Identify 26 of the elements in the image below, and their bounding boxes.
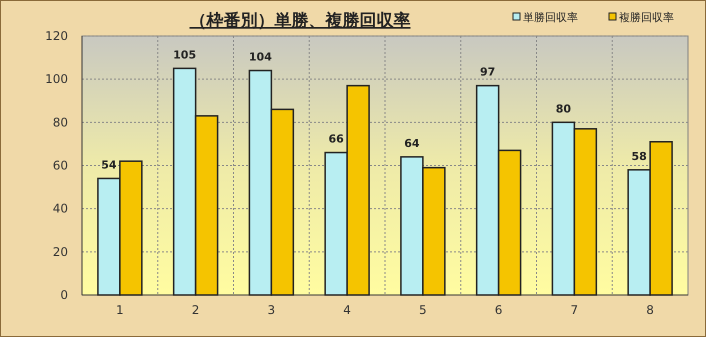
data-label: 64 [404,136,420,150]
y-tick-label: 0 [60,288,68,302]
data-label: 66 [328,132,344,146]
y-tick-label: 20 [52,244,68,259]
y-tick-label: 80 [52,115,68,130]
x-tick-label: 2 [192,303,200,317]
x-tick-label: 3 [268,303,276,317]
y-tick-label: 120 [45,29,68,43]
y-tick-label: 60 [52,158,68,172]
data-label: 58 [631,150,647,163]
chart-title: （枠番別）単勝、複勝回収率 [190,11,410,31]
x-tick-label: 8 [646,303,654,317]
legend-label: 複勝回収率 [619,11,674,24]
x-tick-label: 1 [116,303,124,317]
data-label: 104 [248,50,272,64]
data-label: 105 [173,48,196,62]
x-tick-label: 7 [570,303,578,317]
x-tick-label: 4 [343,303,351,317]
data-label: 80 [556,102,572,116]
x-tick-label: 6 [494,303,502,317]
data-label: 97 [480,66,496,79]
y-tick-label: 40 [52,202,68,216]
x-tick-label: 5 [419,303,427,317]
y-tick-label: 100 [45,72,68,86]
data-label: 54 [101,158,117,172]
legend-label: 単勝回収率 [523,11,578,24]
